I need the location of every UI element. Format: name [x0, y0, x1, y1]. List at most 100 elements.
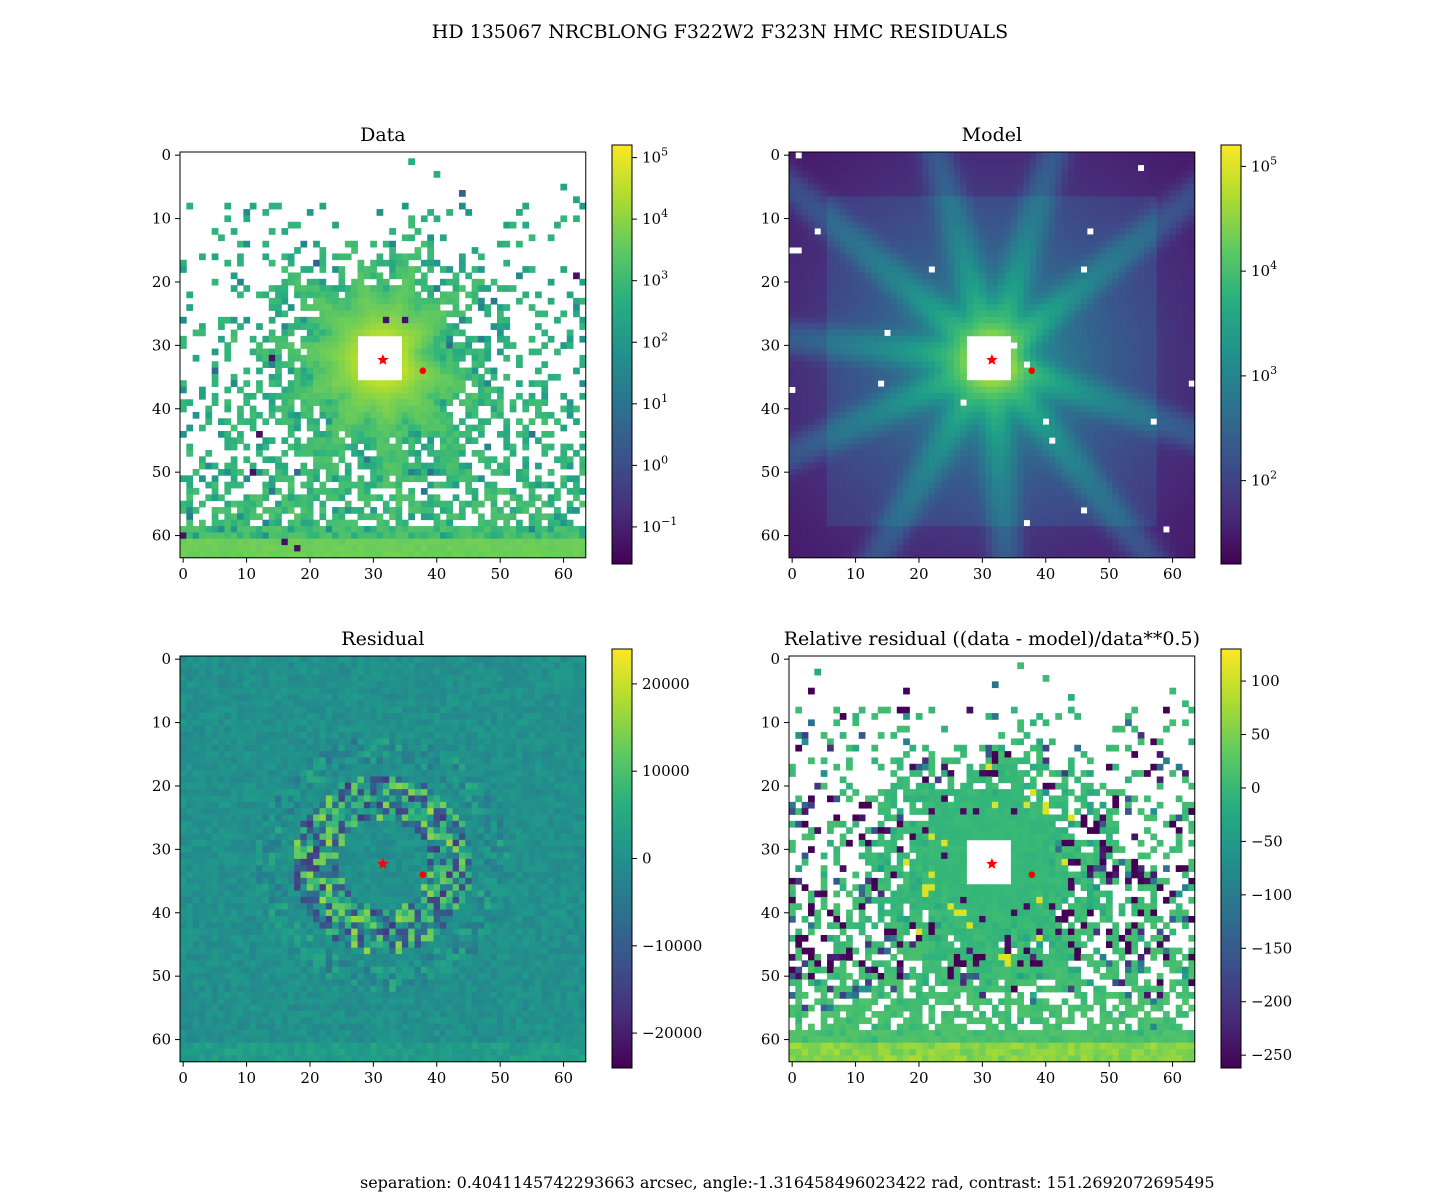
heatmap-cell — [370, 425, 377, 432]
heatmap-cell — [377, 260, 384, 267]
heatmap-cell — [529, 304, 536, 311]
heatmap-cell — [472, 266, 479, 273]
heatmap-cell — [909, 272, 916, 279]
heatmap-cell — [846, 158, 853, 165]
heatmap-cell — [472, 551, 479, 558]
heatmap-cell — [567, 539, 574, 546]
heatmap-cell — [548, 298, 555, 305]
heatmap-cell — [871, 152, 878, 159]
heatmap-cell — [1131, 330, 1138, 337]
heatmap-cell — [1163, 253, 1170, 260]
heatmap-cell — [1081, 152, 1088, 159]
heatmap-cell — [300, 298, 307, 305]
heatmap-cell — [1169, 228, 1176, 235]
heatmap-cell — [313, 336, 320, 343]
heatmap-cell — [960, 342, 967, 349]
heatmap-cell — [1112, 444, 1119, 451]
heatmap-cell — [973, 184, 980, 191]
heatmap-cell — [364, 551, 371, 558]
heatmap-cell — [878, 330, 885, 337]
heatmap-cell — [903, 209, 910, 216]
heatmap-cell — [1030, 234, 1037, 241]
heatmap-cell — [193, 412, 200, 419]
heatmap-cell — [1005, 184, 1012, 191]
heatmap-cell — [193, 551, 200, 558]
heatmap-cell — [852, 203, 859, 210]
heatmap-cell — [231, 228, 238, 235]
heatmap-cell — [446, 342, 453, 349]
heatmap-cell — [389, 380, 396, 387]
heatmap-cell — [808, 444, 815, 451]
heatmap-cell — [808, 260, 815, 267]
heatmap-cell — [370, 463, 377, 470]
heatmap-cell — [1150, 361, 1157, 368]
heatmap-cell — [396, 551, 403, 558]
heatmap-cell — [821, 234, 828, 241]
heatmap-cell — [909, 247, 916, 254]
heatmap-cell — [1030, 412, 1037, 419]
heatmap-cell — [909, 342, 916, 349]
heatmap-cell — [1176, 323, 1183, 330]
heatmap-cell — [415, 475, 422, 482]
heatmap-cell — [890, 152, 897, 159]
heatmap-cell — [1125, 418, 1132, 425]
heatmap-cell — [954, 349, 961, 356]
heatmap-cell — [789, 425, 796, 432]
heatmap-cell — [1100, 399, 1107, 406]
heatmap-cell — [364, 513, 371, 520]
heatmap-cell — [269, 285, 276, 292]
heatmap-cell — [960, 152, 967, 159]
heatmap-cell — [1138, 393, 1145, 400]
heatmap-cell — [1049, 253, 1056, 260]
heatmap-cell — [421, 431, 428, 438]
heatmap-cell — [1144, 177, 1151, 184]
heatmap-cell — [789, 171, 796, 178]
heatmap-cell — [859, 349, 866, 356]
heatmap-cell — [1093, 222, 1100, 229]
heatmap-cell — [840, 437, 847, 444]
heatmap-cell — [548, 501, 555, 508]
heatmap-cell — [389, 551, 396, 558]
heatmap-cell — [484, 368, 491, 375]
heatmap-cell — [345, 349, 352, 356]
heatmap-cell — [396, 494, 403, 501]
heatmap-cell — [396, 285, 403, 292]
heatmap-cell — [427, 393, 434, 400]
heatmap-cell — [427, 507, 434, 514]
heatmap-cell — [1100, 374, 1107, 381]
heatmap-cell — [288, 412, 295, 419]
heatmap-cell — [960, 406, 967, 413]
heatmap-cell — [1011, 380, 1018, 387]
heatmap-cell — [1125, 342, 1132, 349]
heatmap-cell — [1081, 165, 1088, 172]
heatmap-cell — [478, 545, 485, 552]
heatmap-cell — [579, 431, 586, 438]
heatmap-cell — [415, 228, 422, 235]
heatmap-cell — [802, 266, 809, 273]
heatmap-cell — [1169, 247, 1176, 254]
heatmap-cell — [960, 260, 967, 267]
heatmap-cell — [935, 279, 942, 286]
heatmap-cell — [364, 418, 371, 425]
heatmap-cell — [973, 171, 980, 178]
heatmap-cell — [1068, 165, 1075, 172]
heatmap-cell — [1024, 184, 1031, 191]
heatmap-cell — [1138, 399, 1145, 406]
heatmap-cell — [408, 406, 415, 413]
heatmap-cell — [535, 311, 542, 318]
heatmap-cell — [1005, 431, 1012, 438]
heatmap-cell — [1087, 177, 1094, 184]
heatmap-cell — [954, 444, 961, 451]
heatmap-cell — [307, 526, 314, 533]
heatmap-cell — [237, 513, 244, 520]
heatmap-cell — [573, 488, 580, 495]
heatmap-cell — [402, 311, 409, 318]
heatmap-cell — [1011, 203, 1018, 210]
heatmap-cell — [935, 298, 942, 305]
heatmap-cell — [440, 380, 447, 387]
heatmap-cell — [1176, 177, 1183, 184]
heatmap-cell — [1005, 241, 1012, 248]
heatmap-cell — [1074, 393, 1081, 400]
heatmap-cell — [307, 285, 314, 292]
heatmap-cell — [459, 317, 466, 324]
